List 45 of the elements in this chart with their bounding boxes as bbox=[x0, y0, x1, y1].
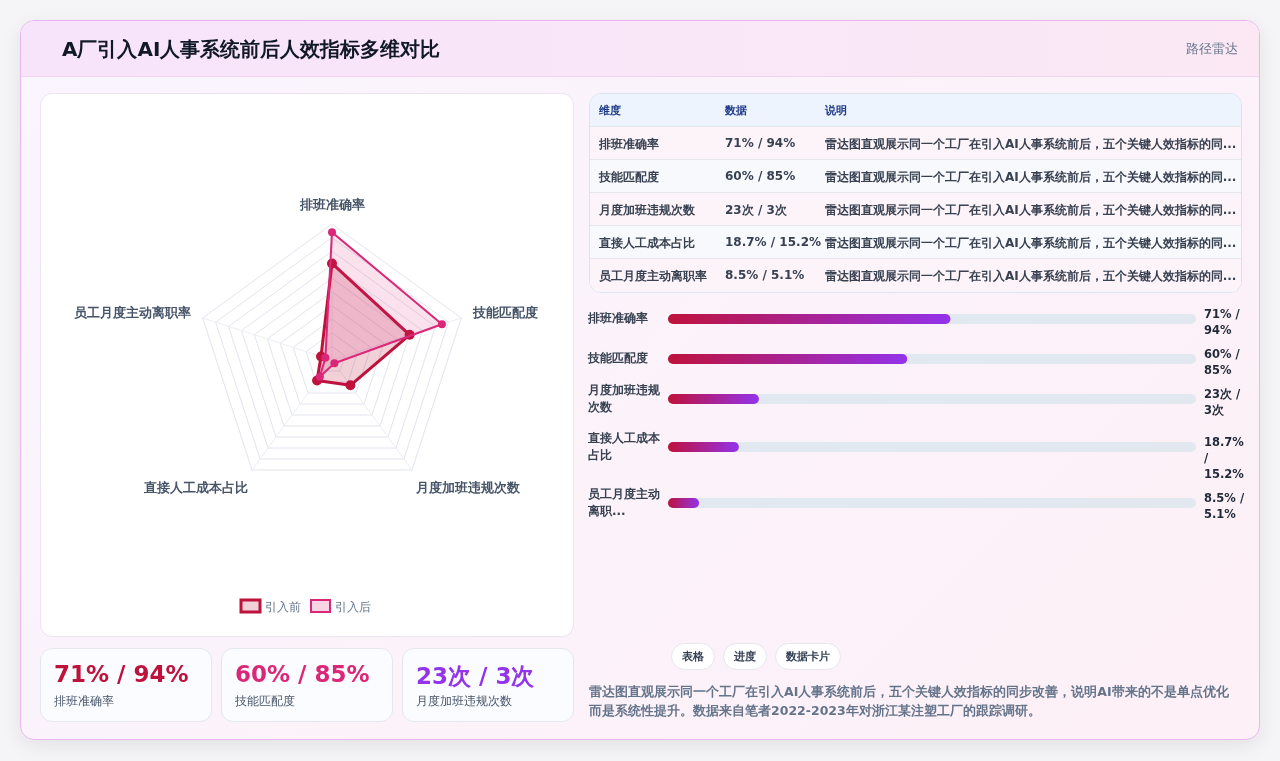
spoke-label: 月度加班违规次数 bbox=[414, 479, 521, 495]
text: 18.7% / 15.2% bbox=[725, 235, 821, 249]
text: 表格 bbox=[671, 643, 715, 670]
text: 雷达图直观展示同一个工厂在引入AI人事系统前后，五个关键人效指标的同步改善，说明AI带来的不是单点优化而是系统性提升。数据来自笔者2022-2023年对浙江某注塑工厂的跟踪调研。 bbox=[589, 683, 1230, 720]
text: 路径雷达 bbox=[1186, 40, 1238, 58]
spoke-label: 排班准确率 bbox=[298, 196, 365, 212]
text: 数据 bbox=[725, 103, 747, 118]
y-tick-label: 排班准确率 bbox=[588, 310, 649, 327]
text: 60% / 85% bbox=[725, 169, 796, 183]
y-tick-label: 员工月度主动离职... bbox=[588, 486, 661, 520]
y-tick-label: 月度加班违规次数 bbox=[588, 382, 661, 416]
spoke-label: 技能匹配度 bbox=[471, 304, 538, 320]
text: 23次 / 3次 bbox=[1204, 387, 1241, 417]
text: 员工月度主动离职率 bbox=[599, 268, 707, 285]
text: 进度 bbox=[723, 643, 767, 670]
spoke-label: 员工月度主动离职率 bbox=[74, 304, 192, 320]
text: 雷达图直观展示同一个工厂在引入AI人事系统前后，五个关键人效指标的同... bbox=[825, 268, 1237, 285]
text: 18.7% / 15.2% bbox=[1204, 435, 1244, 481]
legend-label: 引入后 bbox=[335, 600, 371, 614]
text: 雷达图直观展示同一个工厂在引入AI人事系统前后，五个关键人效指标的同... bbox=[825, 169, 1237, 186]
text: 60% / 85% bbox=[235, 661, 370, 687]
y-tick-label: 直接人工成本占比 bbox=[588, 430, 661, 464]
text: 23次 / 3次 bbox=[416, 662, 535, 691]
text: 雷达图直观展示同一个工厂在引入AI人事系统前后，五个关键人效指标的同... bbox=[825, 136, 1237, 153]
text: 排班准确率 bbox=[54, 694, 114, 709]
text: 71% / 94% bbox=[1204, 307, 1240, 337]
spoke-label: 直接人工成本占比 bbox=[143, 479, 249, 495]
text: 71% / 94% bbox=[725, 136, 796, 150]
text: 维度 bbox=[599, 103, 621, 118]
text: 技能匹配度 bbox=[235, 694, 295, 709]
text: 23次 / 3次 bbox=[725, 202, 787, 219]
text: A厂引入AI人事系统前后人效指标多维对比 bbox=[62, 36, 441, 63]
text: 8.5% / 5.1% bbox=[725, 268, 805, 282]
text: 直接人工成本占比 bbox=[599, 235, 695, 252]
y-tick-label: 技能匹配度 bbox=[588, 350, 649, 367]
text: 说明 bbox=[825, 103, 847, 118]
legend-label: 引入前 bbox=[265, 600, 301, 614]
text: 雷达图直观展示同一个工厂在引入AI人事系统前后，五个关键人效指标的同... bbox=[825, 202, 1237, 219]
text: 月度加班违规次数 bbox=[599, 202, 695, 219]
text: 8.5% / 5.1% bbox=[1204, 491, 1245, 521]
text: 71% / 94% bbox=[54, 661, 189, 687]
text: 60% / 85% bbox=[1204, 347, 1240, 377]
text: 数据卡片 bbox=[775, 643, 841, 670]
text: 月度加班违规次数 bbox=[416, 694, 512, 709]
text: 雷达图直观展示同一个工厂在引入AI人事系统前后，五个关键人效指标的同... bbox=[825, 235, 1237, 252]
